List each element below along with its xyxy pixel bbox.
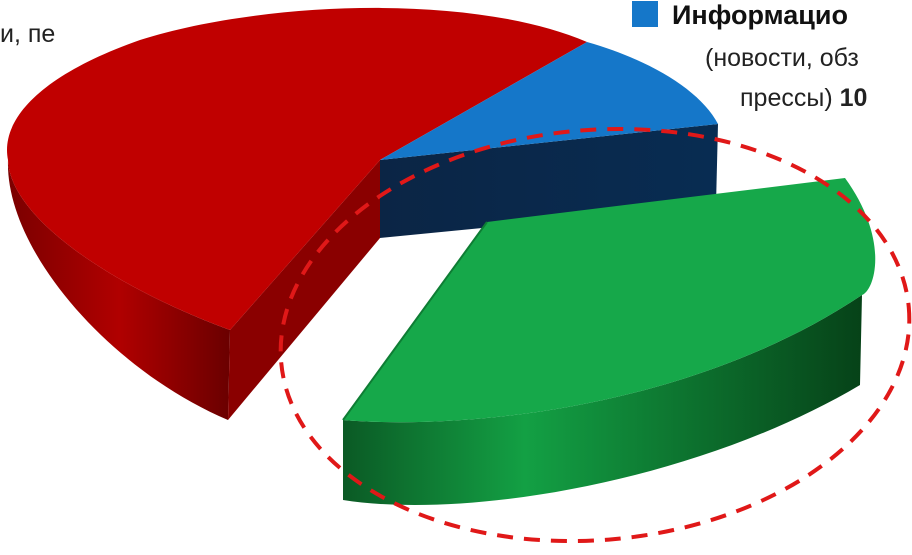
slice-blue-desc-line2: прессы) (740, 84, 833, 112)
slice-green-top (343, 178, 876, 423)
legend-label-blue: Информацио (672, 0, 848, 30)
legend-entry-blue: Информацио (632, 0, 848, 31)
slice-red-top (7, 7, 587, 330)
slice-green-side (343, 295, 862, 506)
slice-green-edge (342, 221, 488, 421)
slice-red-label: и, пе (0, 20, 56, 48)
slice-red-side (7, 160, 231, 420)
slice-green (342, 178, 876, 506)
legend-swatch-blue (632, 1, 658, 27)
slice-blue-description-2: прессы) 10 (740, 84, 867, 113)
slice-blue-top (380, 42, 718, 160)
highlight-ring (278, 126, 912, 544)
slice-blue-value: 10 (839, 84, 868, 112)
slice-blue-description: (новости, обз (705, 44, 859, 72)
